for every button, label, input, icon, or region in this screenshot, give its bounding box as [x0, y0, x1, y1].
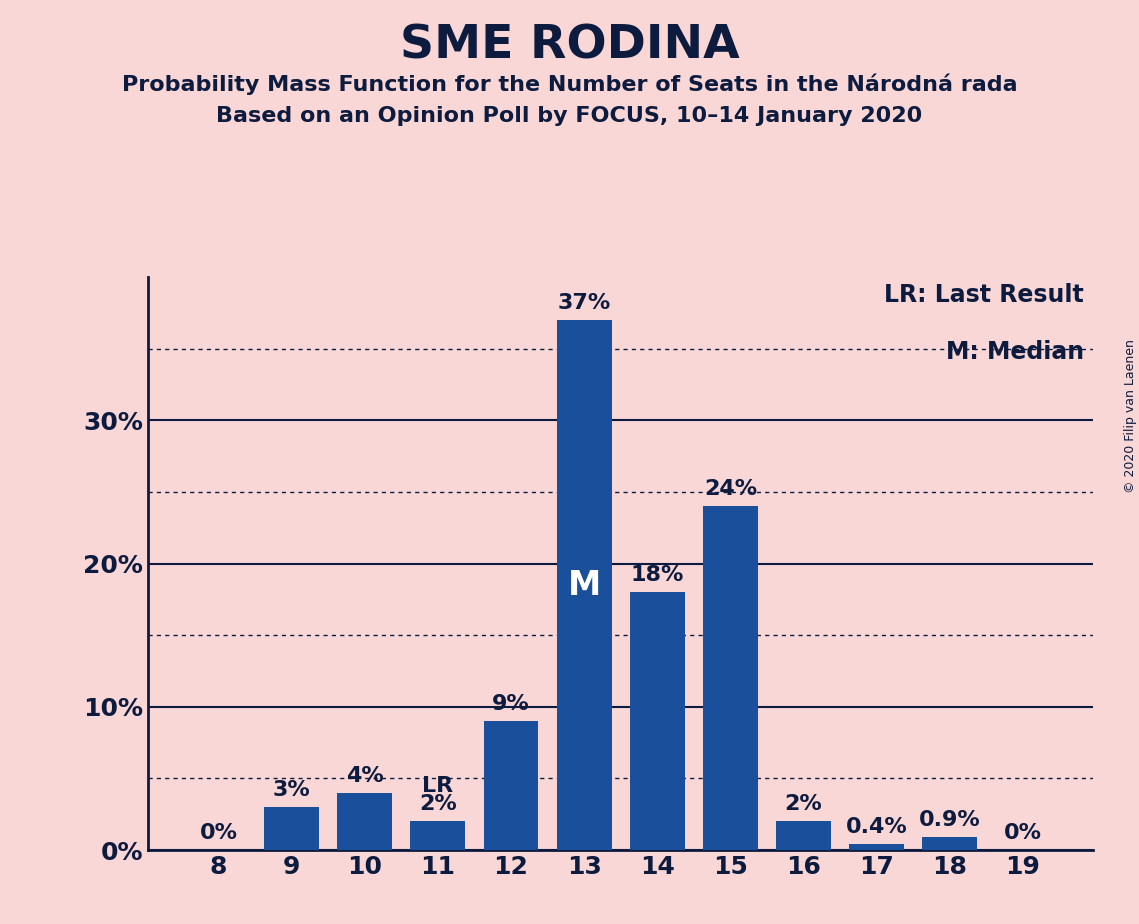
Bar [776, 821, 831, 850]
Bar [703, 506, 757, 850]
Text: 0%: 0% [199, 823, 237, 843]
Bar [630, 592, 685, 850]
Text: 0.4%: 0.4% [846, 817, 908, 837]
Text: M: M [567, 568, 600, 602]
Bar [337, 793, 392, 850]
Text: LR: LR [423, 775, 453, 796]
Text: SME RODINA: SME RODINA [400, 23, 739, 68]
Bar [484, 721, 539, 850]
Text: M: Median: M: Median [945, 340, 1084, 364]
Text: 4%: 4% [346, 766, 384, 785]
Text: 2%: 2% [419, 795, 457, 814]
Text: 2%: 2% [785, 795, 822, 814]
Text: LR: Last Result: LR: Last Result [884, 283, 1084, 307]
Text: 3%: 3% [272, 780, 311, 800]
Text: 0.9%: 0.9% [919, 810, 981, 830]
Bar [557, 321, 612, 850]
Bar [264, 808, 319, 850]
Text: Based on an Opinion Poll by FOCUS, 10–14 January 2020: Based on an Opinion Poll by FOCUS, 10–14… [216, 106, 923, 127]
Text: 0%: 0% [1005, 823, 1042, 843]
Text: 9%: 9% [492, 694, 530, 714]
Bar [923, 837, 977, 850]
Bar [850, 845, 904, 850]
Bar [410, 821, 466, 850]
Text: Probability Mass Function for the Number of Seats in the Národná rada: Probability Mass Function for the Number… [122, 74, 1017, 95]
Text: © 2020 Filip van Laenen: © 2020 Filip van Laenen [1124, 339, 1137, 492]
Text: 37%: 37% [558, 293, 611, 313]
Text: 18%: 18% [631, 565, 685, 585]
Text: 24%: 24% [704, 480, 757, 499]
